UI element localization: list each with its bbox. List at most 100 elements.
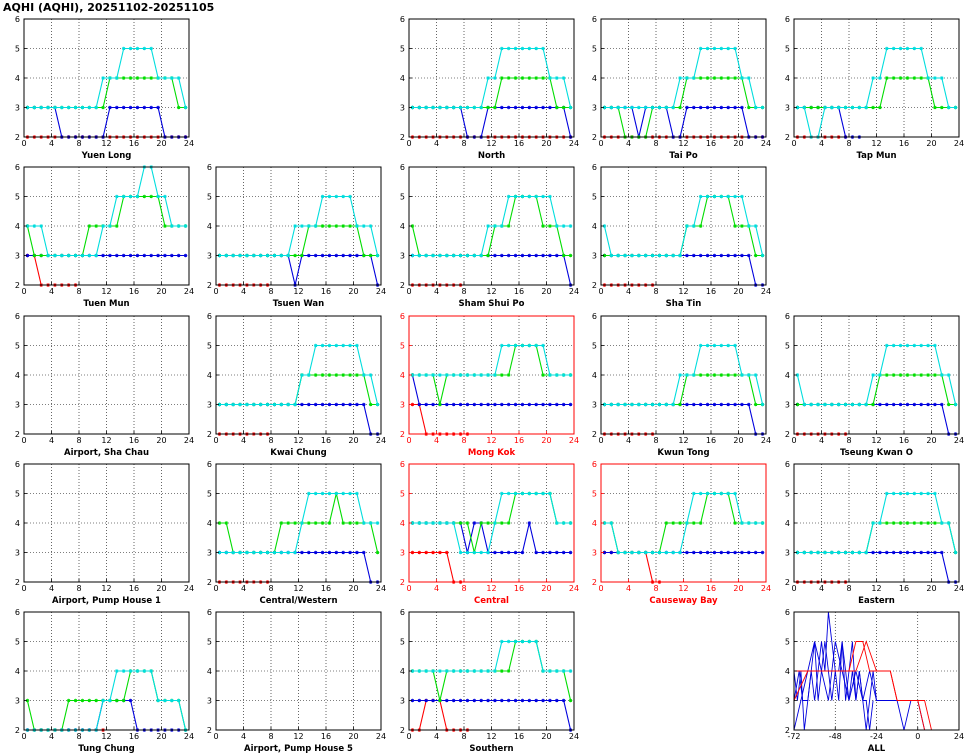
data-point [719, 343, 724, 348]
data-point [465, 550, 470, 555]
data-point [816, 550, 820, 555]
data-point [912, 76, 917, 80]
data-point [534, 343, 538, 348]
data-point [919, 343, 923, 348]
y-tick-label: 6 [785, 460, 790, 469]
data-point [94, 253, 98, 258]
x-tick-label: 0 [406, 584, 411, 593]
data-point [946, 373, 951, 377]
x-tick-label: 16 [706, 139, 716, 148]
data-point [368, 521, 373, 525]
x-tick-label: 8 [461, 584, 466, 593]
data-point [472, 698, 477, 703]
data-point [39, 253, 43, 258]
data-point [534, 402, 538, 407]
data-point [926, 343, 930, 348]
data-point [719, 402, 724, 407]
y-tick-label: 3 [400, 401, 405, 410]
data-point [905, 343, 910, 348]
data-point [327, 402, 332, 407]
data-point [293, 550, 297, 555]
data-point [885, 550, 889, 555]
data-point [561, 550, 566, 555]
data-point [905, 373, 910, 377]
data-point [506, 698, 511, 703]
data-point [479, 373, 483, 377]
data-point [245, 550, 249, 555]
data-point [857, 550, 862, 555]
data-point [101, 253, 105, 258]
x-tick-label: 4 [626, 139, 631, 148]
data-point [300, 373, 304, 377]
data-point [891, 491, 896, 496]
data-point [940, 76, 944, 80]
chart-title: Causeway Bay [649, 596, 718, 606]
data-point [548, 194, 552, 199]
chart-north: 2 3 4 5 6 0 4 8 12 16 20 24 North [400, 15, 579, 161]
y-tick-label: 5 [400, 193, 405, 202]
data-point [692, 521, 696, 525]
data-point [32, 105, 37, 110]
x-tick-label: 20 [156, 732, 166, 741]
data-point [878, 402, 882, 407]
data-point [685, 76, 689, 80]
data-point [891, 373, 896, 377]
data-point [705, 46, 710, 51]
data-point [431, 698, 435, 703]
data-point [878, 76, 882, 80]
data-point [417, 402, 422, 407]
x-tick-label: 8 [461, 287, 466, 296]
data-point [375, 253, 380, 258]
data-point [500, 698, 504, 703]
data-point [60, 253, 64, 258]
x-tick-label: 8 [76, 584, 81, 593]
data-point [486, 402, 490, 407]
x-tick-label: 0 [406, 436, 411, 445]
data-point [313, 253, 318, 258]
y-tick-label: 6 [785, 15, 790, 24]
x-tick-label: 12 [871, 139, 881, 148]
data-point [919, 46, 923, 51]
y-tick-label: 5 [15, 193, 20, 202]
y-tick-label: 6 [207, 460, 212, 469]
data-point [698, 373, 703, 377]
x-tick-label: 16 [514, 139, 524, 148]
data-point [486, 698, 490, 703]
data-point [320, 373, 325, 377]
x-tick-label: 4 [49, 139, 54, 148]
data-point [520, 194, 525, 199]
data-point [864, 105, 868, 110]
data-point [142, 46, 147, 51]
x-tick-label: 24 [954, 584, 964, 593]
data-point [685, 550, 689, 555]
data-point [753, 521, 758, 525]
data-point [561, 253, 566, 258]
data-point [885, 521, 889, 525]
data-point [108, 76, 112, 80]
data-point [500, 253, 504, 258]
data-point [286, 550, 290, 555]
x-tick-label: 24 [761, 436, 771, 445]
x-tick-label: 12 [678, 139, 688, 148]
data-point [541, 550, 545, 555]
chart-sha-tin: 2 3 4 5 6 0 4 8 12 16 20 24 Sha Tin [592, 163, 771, 309]
x-tick-label: 12 [871, 436, 881, 445]
data-point [760, 402, 765, 407]
x-tick-label: 4 [434, 732, 439, 741]
data-point [252, 402, 256, 407]
data-point [424, 373, 428, 377]
data-point [548, 550, 552, 555]
y-tick-label: 5 [592, 193, 597, 202]
y-tick-label: 5 [785, 638, 790, 647]
data-point [733, 550, 737, 555]
x-tick-label: 4 [434, 287, 439, 296]
x-tick-label: 8 [268, 287, 273, 296]
data-point [500, 402, 504, 407]
data-point [733, 76, 737, 80]
data-point [568, 669, 573, 673]
data-point [156, 105, 160, 110]
data-point [479, 253, 483, 258]
y-tick-label: 5 [15, 45, 20, 54]
data-point [424, 253, 428, 258]
data-point [692, 491, 696, 496]
